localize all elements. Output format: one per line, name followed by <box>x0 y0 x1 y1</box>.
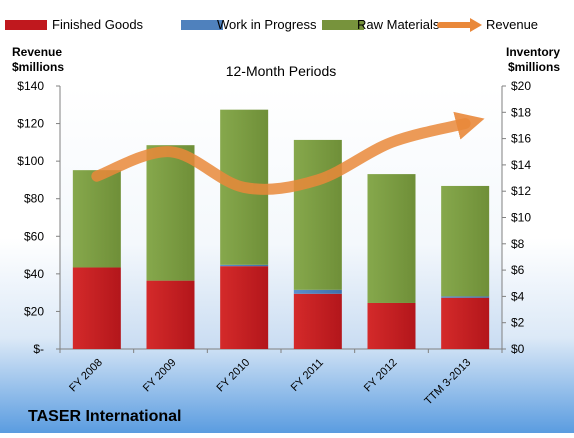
right-tick-label: $20 <box>511 79 531 93</box>
finished-goods-bar <box>441 297 490 349</box>
legend-label-work-in-progress: Work in Progress <box>217 17 317 32</box>
chart-legend: Finished Goods Work in Progress Raw Materi… <box>5 17 538 32</box>
left-tick-label: $120 <box>17 117 44 131</box>
left-axis-title-line1: Revenue <box>12 45 62 59</box>
right-tick-label: $12 <box>511 184 531 198</box>
company-name: TASER International <box>28 408 182 425</box>
left-tick-label: $140 <box>17 79 44 93</box>
revenue-point <box>390 140 394 144</box>
right-tick-label: $4 <box>511 289 525 303</box>
revenue-point <box>242 185 246 189</box>
right-tick-label: $18 <box>511 105 531 119</box>
right-axis-title-line1: Inventory <box>506 45 560 59</box>
finished-goods-bar <box>146 280 195 349</box>
legend-swatch-work-in-progress <box>181 20 223 30</box>
left-tick-label: $100 <box>17 154 44 168</box>
raw-materials-bar <box>441 185 490 297</box>
revenue-point <box>95 174 99 178</box>
raw-materials-bar <box>293 139 342 290</box>
legend-label-revenue: Revenue <box>486 17 538 32</box>
work-in-progress-bar <box>220 264 269 267</box>
right-tick-label: $6 <box>511 263 525 277</box>
finished-goods-bar <box>293 293 342 349</box>
raw-materials-bar <box>146 145 195 281</box>
finished-goods-bar <box>367 302 416 349</box>
left-axis-title-line2: $millions <box>12 60 64 74</box>
right-tick-label: $0 <box>511 342 525 356</box>
bar-series <box>72 109 490 349</box>
legend-label-raw-materials: Raw Materials <box>357 17 440 32</box>
left-tick-label: $20 <box>24 304 44 318</box>
raw-materials-bar <box>367 174 416 303</box>
right-tick-label: $16 <box>511 132 531 146</box>
right-tick-label: $14 <box>511 158 531 172</box>
chart-subtitle: 12-Month Periods <box>226 63 337 79</box>
legend-swatch-finished-goods <box>5 20 47 30</box>
right-tick-label: $8 <box>511 237 525 251</box>
legend-swatch-raw-materials <box>322 20 364 30</box>
right-tick-label: $10 <box>511 211 531 225</box>
work-in-progress-bar <box>441 296 490 298</box>
left-tick-label: $80 <box>24 192 44 206</box>
right-axis: $0 $2 $4 $6 $8 $10 $12 $14 $16 $18 $20 <box>501 79 531 356</box>
revenue-point <box>463 122 467 126</box>
legend-arrow-revenue <box>470 18 482 32</box>
right-tick-label: $2 <box>511 316 525 330</box>
raw-materials-bar <box>72 170 121 268</box>
finished-goods-bar <box>220 266 269 349</box>
work-in-progress-bar <box>293 289 342 294</box>
finished-goods-bar <box>72 267 121 349</box>
left-tick-label: $40 <box>24 267 44 281</box>
left-tick-label: $60 <box>24 229 44 243</box>
revenue-point <box>316 178 320 182</box>
legend-label-finished-goods: Finished Goods <box>52 17 144 32</box>
right-axis-title-line2: $millions <box>508 60 560 74</box>
revenue-line <box>91 111 485 195</box>
left-tick-label: $- <box>33 342 44 356</box>
revenue-series <box>91 111 485 195</box>
revenue-point <box>169 150 173 154</box>
